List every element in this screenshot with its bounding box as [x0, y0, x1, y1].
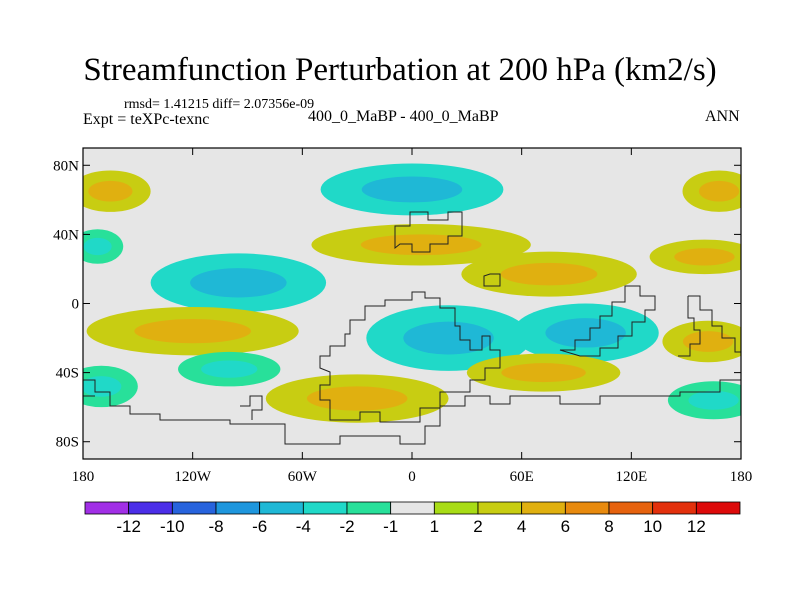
region-core-negative-n-america [190, 268, 287, 298]
period-label: ANN [705, 108, 740, 125]
x-tick-label: 120W [174, 469, 212, 485]
x-tick-label: 180 [730, 469, 753, 485]
colorbar-swatch [346, 501, 392, 515]
y-tick-label: 0 [72, 297, 80, 313]
coastline-south-america [240, 395, 263, 420]
colorbar-swatch [695, 501, 741, 515]
coastline-asia-southeast [559, 285, 656, 357]
colorbar-swatch [302, 501, 348, 515]
region-core-positive-s-pacific-tropics [134, 319, 251, 344]
region-core-negative-s-indian-east [688, 390, 739, 410]
region-core-positive-s-atlantic-midlat [306, 386, 408, 411]
region-core-negative-s-pacific-midlat [201, 360, 258, 378]
rmsd-diff-stats: rmsd= 1.41215 diff= 2.07356e-09 [124, 97, 315, 112]
region-core-positive-n-pacific-midlat [674, 248, 735, 266]
region-core-negative-s-atlantic-tropics [403, 321, 494, 355]
colorbar-label: -12 [116, 517, 141, 536]
coastline-australia [678, 295, 741, 357]
colorbar-swatch [128, 501, 173, 515]
region-core-positive-eurasia-midlat [360, 234, 482, 256]
region-core-positive-n-pacific-west [698, 180, 740, 202]
case-label: 400_0_MaBP - 400_0_MaBP [308, 108, 499, 125]
colorbar-swatch [215, 501, 261, 515]
x-tick-label: 120E [615, 469, 647, 485]
coastline-europe-africa [319, 291, 501, 423]
colorbar-label: 2 [473, 517, 482, 536]
colorbar-swatch [433, 501, 479, 515]
colorbar-label: 8 [604, 517, 613, 536]
colorbar-swatch [608, 501, 654, 515]
y-tick-label: 80N [53, 158, 79, 174]
colorbar-label: 12 [687, 517, 706, 536]
x-tick-label: 60E [510, 469, 534, 485]
region-core-negative-n-pacific-dateline [83, 237, 112, 256]
x-tick-label: 60W [288, 469, 318, 485]
region-core-positive-central-asia [500, 262, 598, 286]
colorbar-swatch [564, 501, 610, 515]
colorbar-label: -10 [160, 517, 185, 536]
region-core-negative-indian-ocean [545, 318, 626, 348]
x-tick-label: 0 [408, 469, 416, 485]
y-tick-label: 40S [56, 366, 79, 382]
colorbar-label: 4 [517, 517, 526, 536]
x-tick-label: 180 [72, 469, 95, 485]
colorbar-swatch [390, 501, 435, 515]
coastline-antarctica [83, 379, 741, 445]
region-core-positive-n-pacific-east [88, 180, 133, 202]
region-core-positive-s-pacific-east [682, 331, 734, 352]
colorbar-label: -4 [296, 517, 311, 536]
colorbar-label: 6 [561, 517, 570, 536]
y-tick-label: 80S [56, 435, 79, 451]
colorbar-label: -1 [383, 517, 398, 536]
region-core-negative-s-pacific-west [83, 376, 122, 397]
colorbar-swatch [84, 501, 130, 515]
colorbar-swatch [171, 501, 217, 515]
colorbar-label: 1 [430, 517, 439, 536]
colorbar-swatch [259, 501, 304, 515]
colorbar-label: -6 [252, 517, 267, 536]
chart-title: Streamfunction Perturbation at 200 hPa (… [83, 52, 717, 88]
region-core-positive-indian-ocean-south [501, 363, 586, 383]
colorbar-swatch [477, 501, 523, 515]
colorbar-label: -8 [208, 517, 223, 536]
colorbar-label: -2 [339, 517, 354, 536]
y-tick-label: 40N [53, 227, 79, 243]
colorbar-label: 10 [643, 517, 662, 536]
experiment-label: Expt = teXPc-texnc [83, 111, 210, 128]
coastline-north-eurasia [394, 211, 501, 287]
colorbar-swatch [521, 501, 566, 515]
region-core-negative-n-atlantic-high [361, 176, 463, 203]
colorbar-swatch [652, 501, 697, 515]
